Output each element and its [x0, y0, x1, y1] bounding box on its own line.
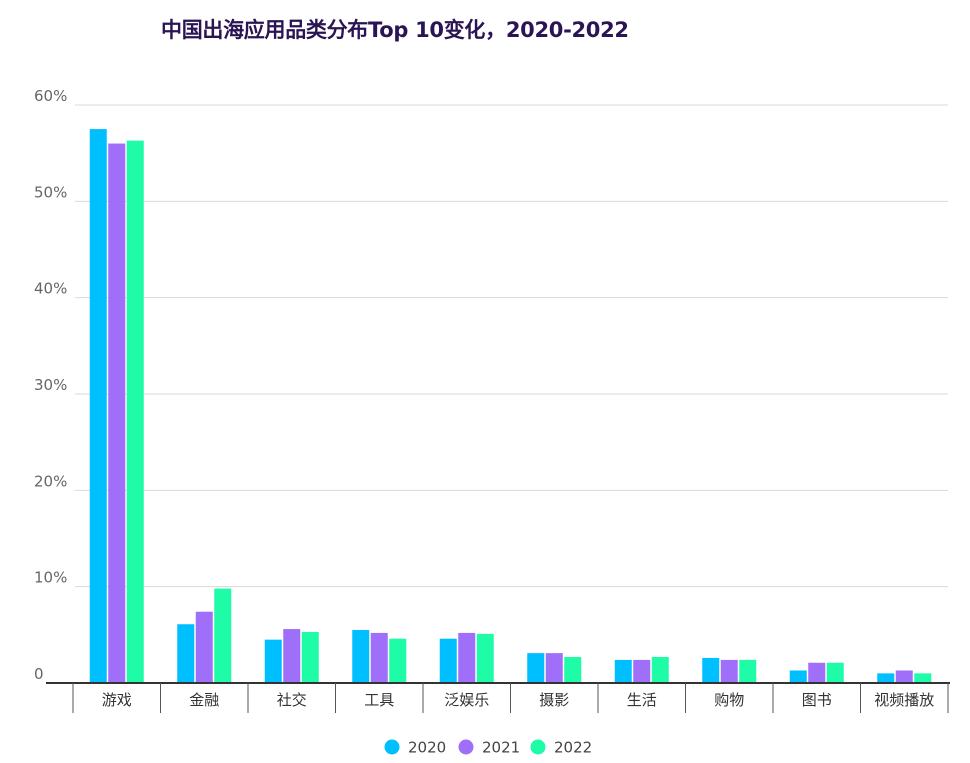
bar	[633, 659, 651, 683]
x-tick-label: 泛娱乐	[444, 691, 489, 709]
x-tick-label: 视频播放	[874, 691, 934, 709]
bar	[877, 673, 895, 683]
x-tick-label: 摄影	[539, 691, 569, 709]
x-tick-label: 购物	[714, 691, 744, 709]
y-tick-label: 0	[34, 665, 44, 683]
bar	[527, 653, 545, 683]
bar	[195, 611, 213, 683]
legend-label: 2021	[482, 739, 520, 757]
bar	[214, 588, 232, 683]
bar	[545, 653, 563, 683]
y-tick-label: 50%	[34, 183, 67, 201]
legend-label: 2022	[554, 739, 592, 757]
x-axis: 游戏 金融 社交 工具 泛娱乐 摄影 生活 购物 图书 视频播放	[46, 682, 950, 713]
bar	[108, 143, 126, 684]
legend: 2020 2021 2022	[384, 739, 592, 757]
bar	[614, 659, 632, 683]
x-tick-label: 图书	[802, 691, 832, 709]
legend-label: 2020	[408, 739, 446, 757]
bar	[895, 670, 913, 683]
bar	[739, 659, 757, 683]
bar	[720, 659, 738, 683]
x-tick-label: 社交	[277, 691, 307, 709]
x-tick-label: 工具	[364, 691, 394, 709]
y-tick-label: 30%	[34, 376, 67, 394]
bar	[564, 656, 582, 683]
bar	[352, 630, 370, 683]
bar	[826, 662, 844, 683]
legend-swatch	[458, 739, 474, 755]
legend-swatch	[384, 739, 400, 755]
x-tick-label: 金融	[189, 691, 219, 709]
bar	[264, 639, 282, 683]
bar	[389, 638, 407, 683]
y-axis-ticks: 0 10% 20% 30% 40% 50% 60%	[34, 87, 67, 683]
bar	[283, 629, 301, 683]
bar	[177, 624, 195, 683]
x-tick-label: 生活	[627, 691, 657, 709]
chart-title: 中国出海应用品类分布Top 10变化，2020-2022	[161, 18, 629, 42]
bar	[439, 638, 457, 683]
bar	[808, 662, 826, 683]
y-tick-label: 20%	[34, 472, 67, 490]
legend-swatch	[530, 739, 546, 755]
bar	[89, 129, 107, 684]
bar	[651, 656, 669, 683]
bar	[301, 631, 319, 683]
gridlines	[75, 104, 948, 588]
bars	[89, 129, 932, 684]
bar	[370, 632, 388, 683]
y-tick-label: 10%	[34, 569, 67, 587]
x-tick-label: 游戏	[102, 691, 132, 709]
bar	[789, 670, 807, 683]
bar	[476, 633, 494, 683]
y-tick-label: 40%	[34, 280, 67, 298]
bar	[458, 632, 476, 683]
bar	[914, 673, 932, 683]
bar	[702, 657, 720, 683]
y-tick-label: 60%	[34, 87, 67, 105]
bar	[126, 140, 144, 684]
